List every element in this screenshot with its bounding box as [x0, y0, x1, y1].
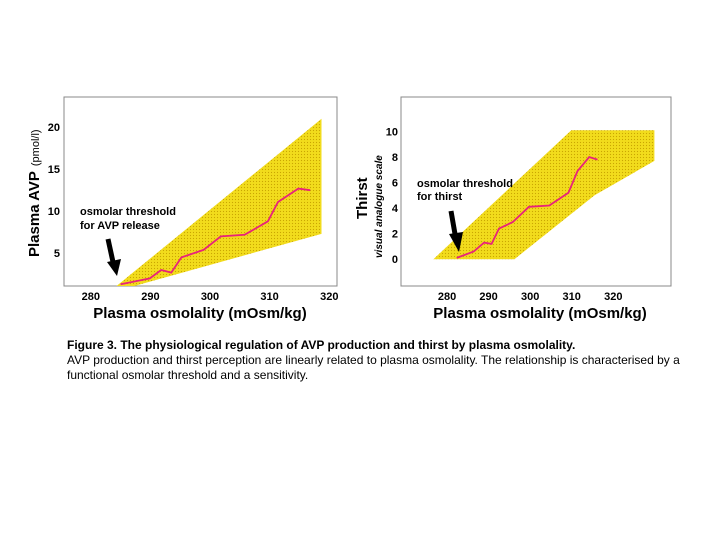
avp-x-axis-label: Plasma osmolality (mOsm/kg) [93, 305, 306, 322]
thirst-annotation-line-1: osmolar threshold [417, 178, 513, 190]
thirst-y-tick-2: 2 [392, 229, 398, 241]
avp-annotation-line-2: for AVP release [80, 220, 160, 232]
avp-chart: 280 290 300 310 320 5 10 15 20 Plasma osmolalit… [26, 96, 339, 322]
avp-y-tick-15: 15 [48, 164, 60, 176]
avp-x-tick-310: 310 [260, 291, 278, 303]
avp-y-tick-labels: 5 10 15 20 [48, 122, 60, 260]
avp-y-axis-label: Plasma AVP (pmol/l) [26, 129, 43, 257]
avp-x-tick-320: 320 [320, 291, 338, 303]
thirst-y-axis-label: Thirst [354, 177, 371, 219]
thirst-annotation-line-2: for thirst [417, 191, 463, 203]
thirst-x-tick-280: 280 [438, 291, 456, 303]
avp-y-tick-20: 20 [48, 122, 60, 134]
thirst-x-tick-290: 290 [479, 291, 497, 303]
thirst-x-tick-300: 300 [521, 291, 539, 303]
avp-y-axis-unit: (pmol/l) [30, 129, 42, 166]
thirst-y-axis-sublabel: visual analogue scale [374, 155, 385, 258]
thirst-x-tick-310: 310 [563, 291, 581, 303]
caption-body: AVP production and thirst perception are… [67, 353, 680, 382]
avp-threshold-annotation: osmolar threshold for AVP release [80, 206, 176, 232]
thirst-y-tick-6: 6 [392, 178, 398, 190]
avp-annotation-line-1: osmolar threshold [80, 206, 176, 218]
thirst-y-tick-8: 8 [392, 152, 398, 164]
thirst-chart: 280 290 300 310 320 0 2 4 6 8 10 Plasma osmolalit… [354, 96, 672, 322]
thirst-y-tick-0: 0 [392, 254, 398, 266]
avp-reference-band [116, 118, 322, 286]
thirst-threshold-arrow [448, 210, 463, 252]
avp-x-tick-280: 280 [82, 291, 100, 303]
caption-title: Figure 3. The physiological regulation o… [67, 338, 576, 352]
thirst-y-tick-10: 10 [386, 127, 398, 139]
avp-y-tick-10: 10 [48, 206, 60, 218]
thirst-x-tick-labels: 280 290 300 310 320 [438, 291, 623, 303]
avp-threshold-arrow [105, 238, 121, 276]
avp-y-axis-main: Plasma AVP [26, 171, 43, 257]
avp-x-tick-290: 290 [141, 291, 159, 303]
avp-x-tick-300: 300 [201, 291, 219, 303]
thirst-x-axis-label: Plasma osmolality (mOsm/kg) [433, 305, 646, 322]
thirst-threshold-annotation: osmolar threshold for thirst [417, 178, 513, 203]
thirst-reference-band [433, 130, 655, 260]
thirst-y-tick-4: 4 [392, 203, 399, 215]
thirst-series-line [456, 155, 598, 259]
avp-y-tick-5: 5 [54, 248, 60, 260]
figure-caption: Figure 3. The physiological regulation o… [67, 338, 697, 383]
avp-x-tick-labels: 280 290 300 310 320 [82, 291, 339, 303]
thirst-y-tick-labels: 0 2 4 6 8 10 [386, 127, 399, 267]
thirst-x-tick-320: 320 [604, 291, 622, 303]
avp-series-line [120, 187, 311, 286]
